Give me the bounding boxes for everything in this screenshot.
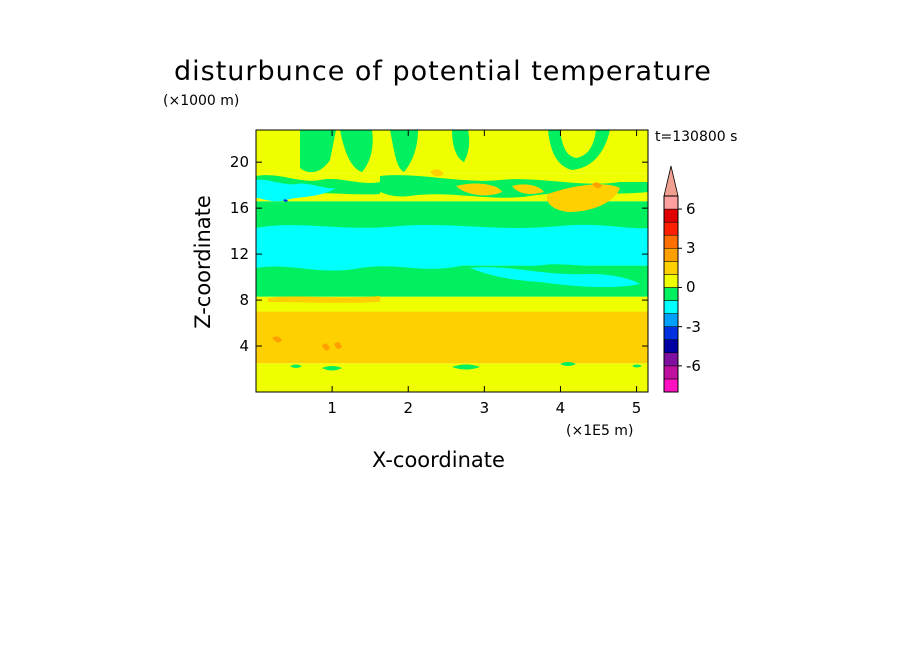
colorbar-frame [663, 195, 679, 393]
colorbar-segment [663, 195, 679, 210]
colorbar-tick-label: 0 [686, 278, 696, 297]
x-tick-label: 2 [403, 399, 413, 417]
colorbar [663, 165, 682, 393]
colorbar-segment [663, 274, 679, 288]
y-tick-label: 20 [229, 153, 249, 172]
colorbar-segment [663, 352, 679, 367]
chart-title: disturbunce of potential temperature [174, 56, 712, 87]
y-tick-label: 16 [229, 199, 249, 218]
colorbar-tick-label: -3 [686, 317, 701, 336]
y-tick-label: 4 [239, 337, 249, 356]
y-axis-unit-label: (×1000 m) [163, 93, 240, 109]
colorbar-tick-label: 3 [686, 239, 696, 258]
field-detail [256, 130, 648, 371]
y-tick-label: 12 [229, 245, 249, 264]
plot-frame [255, 129, 649, 393]
colorbar-segment [663, 234, 679, 249]
colorbar-segment [663, 339, 679, 354]
y-tick-label: 8 [239, 291, 249, 310]
colorbar-segment [663, 248, 679, 262]
colorbar-segment [663, 378, 679, 393]
colorbar-segment [663, 326, 679, 340]
time-label: t=130800 s [655, 129, 738, 145]
x-tick-label: 4 [555, 399, 566, 417]
y-axis-ticks [256, 161, 648, 347]
x-axis-ticks [331, 130, 638, 392]
colorbar-tick-label: -6 [686, 356, 701, 375]
colorbar-tick-label: 6 [686, 200, 696, 219]
x-axis-unit-label: (×1E5 m) [566, 423, 634, 439]
x-tick-label: 1 [327, 399, 337, 417]
y-axis-label: Z-coordinate [191, 195, 215, 329]
colorbar-segment [663, 300, 679, 314]
x-tick-label: 3 [479, 399, 490, 417]
colorbar-segment [663, 287, 679, 301]
colorbar-extension [663, 165, 679, 197]
colorbar-segment [663, 208, 679, 223]
colorbar-segment [663, 221, 679, 236]
colorbar-segment [663, 261, 679, 275]
colorbar-segment [663, 313, 679, 327]
x-axis-label: X-coordinate [372, 448, 505, 472]
field-band-0 [256, 363, 648, 392]
colorbar-segment [663, 365, 679, 380]
x-tick-label: 5 [631, 399, 642, 417]
